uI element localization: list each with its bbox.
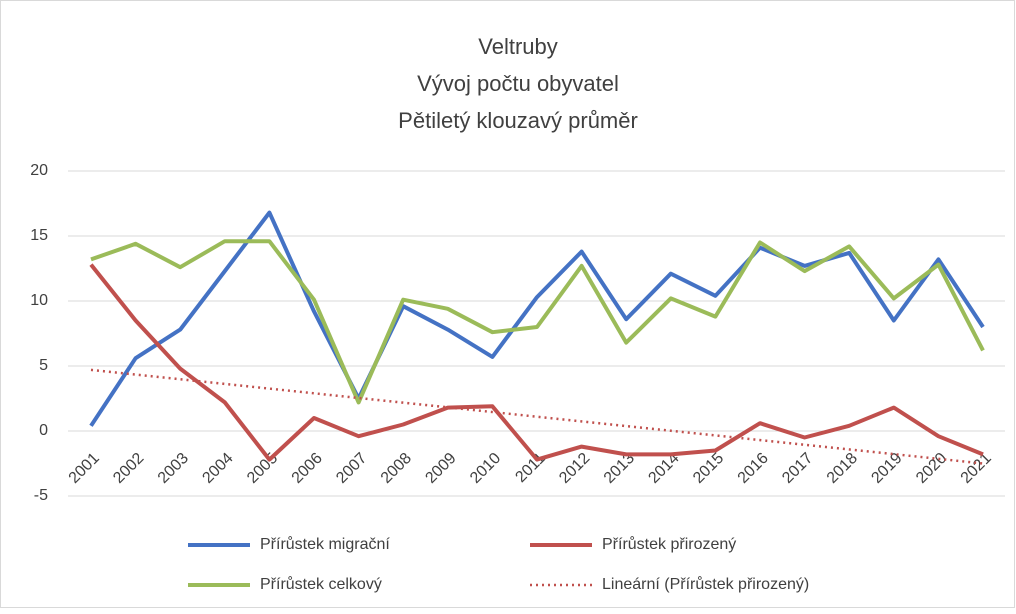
chart-title: Veltruby <box>478 34 558 59</box>
legend-label: Lineární (Přírůstek přirozený) <box>602 575 809 593</box>
series-line <box>90 239 985 405</box>
y-tick-label: 20 <box>30 162 48 179</box>
y-tick-label: 15 <box>30 227 48 244</box>
legend-label: Přírůstek celkový <box>260 575 382 593</box>
series-line <box>89 210 985 427</box>
legend-label: Přírůstek přirozený <box>602 535 736 553</box>
y-tick-label: 10 <box>30 292 48 309</box>
y-tick-label: -5 <box>34 487 48 504</box>
chart-title: Pětiletý klouzavý průměr <box>398 108 638 133</box>
y-tick-label: 5 <box>39 357 48 374</box>
series-line <box>89 263 984 462</box>
chart-title: Vývoj počtu obyvatel <box>417 71 619 96</box>
legend-label: Přírůstek migrační <box>260 535 390 553</box>
y-tick-label: 0 <box>39 422 48 439</box>
